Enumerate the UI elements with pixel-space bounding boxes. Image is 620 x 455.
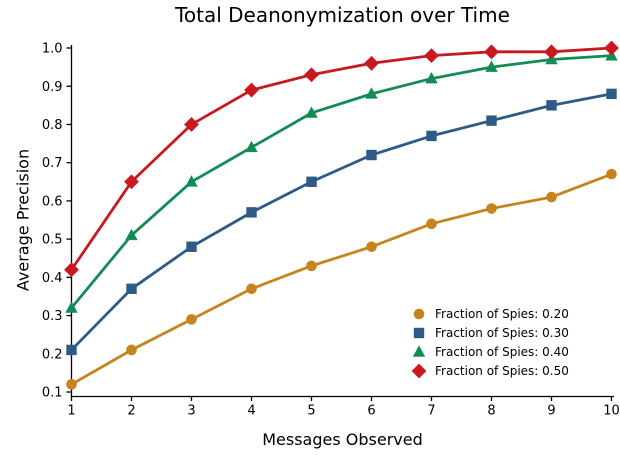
diamond-marker-icon (424, 48, 439, 64)
diamond-marker-icon (364, 55, 379, 71)
y-tick-label: 0.8 (42, 118, 63, 133)
legend: Fraction of Spies: 0.20 Fraction of Spies… (410, 304, 569, 380)
x-tick-label: 1 (67, 403, 75, 418)
circle-marker-icon (126, 344, 137, 356)
series-line (70, 46, 613, 272)
diamond-marker-icon (544, 44, 559, 60)
legend-label: Fraction of Spies: 0.20 (435, 306, 569, 321)
series-square (66, 88, 617, 356)
x-tick-label: 7 (427, 403, 435, 418)
series-line (70, 92, 613, 352)
y-tick-label: 0.2 (42, 347, 63, 362)
y-tick-label: 0.1 (42, 386, 63, 401)
y-tick-label: 0.3 (42, 309, 63, 324)
legend-label: Fraction of Spies: 0.50 (435, 363, 569, 378)
circle-marker-icon (546, 191, 557, 203)
triangle-marker-icon (425, 71, 438, 84)
x-tick-label: 8 (487, 403, 495, 418)
y-tick-label: 0.7 (42, 156, 63, 171)
circle-marker-icon (486, 203, 497, 214)
series-triangle (65, 49, 618, 313)
diamond-marker-icon (244, 82, 259, 98)
series-circle (66, 168, 617, 390)
y-tick-label: 0.6 (42, 194, 63, 209)
legend-swatch (413, 308, 425, 319)
square-marker-icon (66, 344, 77, 356)
diamond-marker-icon (604, 40, 619, 56)
square-marker-icon (126, 283, 137, 294)
diamond-marker-icon (304, 67, 319, 83)
circle-marker-icon (306, 260, 317, 272)
y-tick-label: 1.0 (42, 42, 63, 57)
x-tick-label: 9 (547, 403, 555, 418)
x-tick-label: 6 (367, 403, 375, 418)
circle-marker-icon (246, 283, 257, 295)
square-marker-icon (366, 149, 377, 161)
square-marker-icon (486, 115, 497, 126)
square-marker-icon (426, 130, 437, 142)
y-tick-label: 0.4 (42, 271, 63, 286)
x-tick-label: 5 (307, 403, 315, 418)
y-tick-label: 0.5 (42, 233, 63, 248)
diamond-marker-icon (411, 363, 427, 378)
square-marker-icon (186, 241, 197, 252)
legend-swatch (413, 327, 425, 338)
y-tick-label: 0.9 (42, 80, 63, 95)
square-marker-icon (246, 207, 257, 218)
x-axis-label: Messages Observed (262, 430, 423, 449)
legend-label: Fraction of Spies: 0.40 (435, 344, 569, 359)
circle-marker-icon (366, 241, 377, 253)
chart-title: Total Deanonymization over Time (175, 3, 510, 27)
circle-marker-icon (66, 379, 77, 390)
legend-label: Fraction of Spies: 0.30 (435, 325, 569, 340)
diamond-marker-icon (184, 117, 199, 132)
x-tick-label: 2 (127, 403, 135, 418)
triangle-marker-icon (365, 87, 378, 99)
triangle-marker-icon (245, 140, 258, 153)
x-tick-label: 10 (603, 403, 620, 418)
triangle-marker-icon (125, 228, 138, 241)
x-tick-label: 4 (247, 403, 255, 418)
legend-swatch (411, 363, 427, 378)
square-marker-icon (413, 327, 425, 338)
series-diamond (64, 40, 619, 278)
square-marker-icon (546, 100, 557, 111)
triangle-marker-icon (305, 106, 318, 118)
legend-item: Fraction of Spies: 0.30 (410, 323, 569, 342)
triangle-marker-icon (65, 301, 78, 313)
triangle-marker-icon (485, 60, 498, 72)
diamond-marker-icon (124, 174, 139, 190)
circle-marker-icon (186, 314, 197, 325)
legend-item: Fraction of Spies: 0.20 (410, 304, 569, 323)
legend-item: Fraction of Spies: 0.40 (410, 342, 569, 361)
triangle-marker-icon (185, 175, 198, 187)
square-marker-icon (306, 176, 317, 187)
square-marker-icon (606, 88, 617, 100)
x-tick-label: 3 (187, 403, 195, 418)
legend-item: Fraction of Spies: 0.50 (410, 361, 569, 380)
triangle-marker-icon (412, 344, 426, 357)
circle-marker-icon (606, 168, 617, 180)
legend-swatch (412, 344, 426, 357)
series-line (70, 172, 613, 386)
circle-marker-icon (413, 308, 425, 319)
circle-marker-icon (426, 218, 437, 230)
diamond-marker-icon (64, 262, 79, 278)
series-line (70, 54, 613, 310)
diamond-marker-icon (484, 44, 499, 60)
